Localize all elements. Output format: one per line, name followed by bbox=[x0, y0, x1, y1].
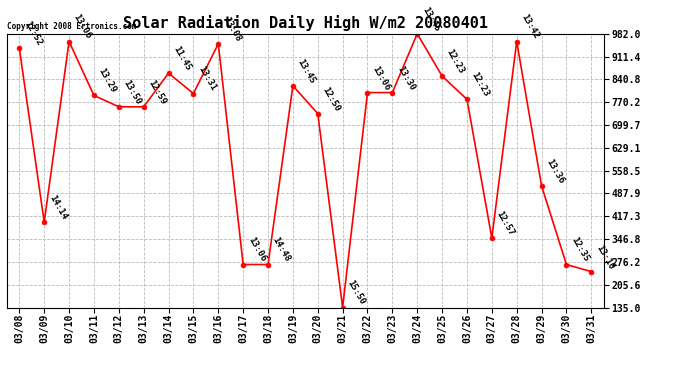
Text: 12:50: 12:50 bbox=[321, 85, 342, 113]
Text: 14:48: 14:48 bbox=[270, 236, 292, 264]
Title: Solar Radiation Daily High W/m2 20080401: Solar Radiation Daily High W/m2 20080401 bbox=[123, 15, 488, 31]
Text: 12:23: 12:23 bbox=[445, 48, 466, 75]
Text: 12:59: 12:59 bbox=[146, 78, 168, 106]
Text: 13:30: 13:30 bbox=[395, 64, 416, 92]
Text: 13:31: 13:31 bbox=[196, 65, 217, 93]
Text: 12:57: 12:57 bbox=[495, 210, 516, 237]
Text: 13:45: 13:45 bbox=[420, 5, 441, 33]
Text: 12:35: 12:35 bbox=[569, 236, 591, 264]
Text: 11:45: 11:45 bbox=[171, 45, 193, 72]
Text: 13:06: 13:06 bbox=[246, 236, 267, 264]
Text: 13:10: 13:10 bbox=[594, 243, 615, 271]
Text: 14:14: 14:14 bbox=[47, 194, 68, 221]
Text: 12:52: 12:52 bbox=[22, 20, 43, 48]
Text: 13:50: 13:50 bbox=[121, 78, 143, 106]
Text: 13:36: 13:36 bbox=[544, 158, 566, 185]
Text: 13:08: 13:08 bbox=[221, 15, 242, 43]
Text: 13:29: 13:29 bbox=[97, 67, 118, 95]
Text: 12:23: 12:23 bbox=[470, 71, 491, 99]
Text: 13:45: 13:45 bbox=[296, 57, 317, 85]
Text: 13:42: 13:42 bbox=[520, 13, 541, 41]
Text: 13:06: 13:06 bbox=[371, 64, 391, 92]
Text: 13:06: 13:06 bbox=[72, 13, 93, 41]
Text: 15:50: 15:50 bbox=[346, 279, 366, 307]
Text: Copyright 2008 Ertronics.com: Copyright 2008 Ertronics.com bbox=[7, 22, 137, 31]
